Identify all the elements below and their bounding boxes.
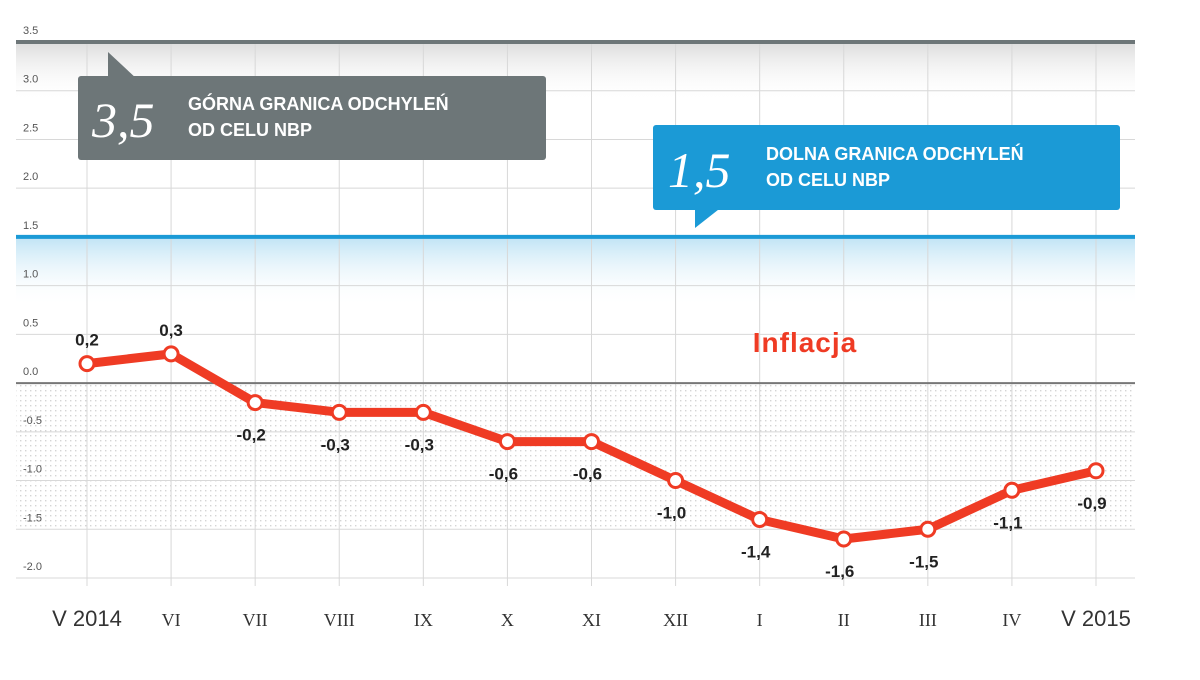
x-tick-label: VII — [243, 610, 268, 630]
lower-callout-text-line1: DOLNA GRANICA ODCHYLEŃ — [766, 143, 1024, 164]
data-label: -0,3 — [321, 435, 350, 454]
x-tick-label: V 2014 — [52, 606, 122, 631]
data-label: -0,6 — [573, 465, 602, 484]
x-tick-label: VI — [162, 610, 181, 630]
x-tick-label: V 2015 — [1061, 606, 1131, 631]
y-tick-label: 3.5 — [23, 25, 38, 37]
data-label: -0,2 — [237, 426, 266, 445]
upper-callout-text-line1: GÓRNA GRANICA ODCHYLEŃ — [188, 93, 449, 114]
y-tick-label: 1.5 — [23, 220, 38, 232]
y-tick-label: 2.0 — [23, 171, 38, 183]
data-label: -0,3 — [405, 435, 434, 454]
data-label: -1,5 — [909, 552, 938, 571]
x-tick-label: IV — [1002, 610, 1021, 630]
lower-callout-text-line2: OD CELU NBP — [766, 170, 890, 190]
upper-callout-number: 3,5 — [91, 92, 155, 148]
x-tick-label: II — [838, 610, 850, 630]
x-tick-label: X — [501, 610, 514, 630]
upper-callout-pointer — [108, 52, 138, 80]
data-point — [919, 520, 937, 538]
lower-limit-callout: 1,5 DOLNA GRANICA ODCHYLEŃ OD CELU NBP — [653, 125, 1120, 228]
data-label: -1,6 — [825, 562, 854, 581]
x-tick-label: IX — [414, 610, 433, 630]
data-point — [246, 394, 264, 412]
data-point — [751, 511, 769, 529]
y-tick-label: -0.5 — [23, 415, 42, 427]
data-point — [1003, 481, 1021, 499]
negative-zone-pattern — [16, 383, 1135, 530]
x-tick-label: XII — [663, 610, 688, 630]
data-point — [835, 530, 853, 548]
upper-callout-box — [78, 76, 546, 160]
data-point — [414, 403, 432, 421]
data-point — [1087, 462, 1105, 480]
series-title: Inflacja — [753, 327, 857, 358]
data-point — [498, 433, 516, 451]
y-tick-label: -2.0 — [23, 561, 42, 573]
lower-callout-pointer — [695, 206, 723, 228]
data-point — [583, 433, 600, 451]
y-tick-label: -1.0 — [23, 464, 42, 476]
lower-callout-number: 1,5 — [668, 142, 731, 198]
data-point — [667, 472, 685, 490]
data-point — [162, 345, 180, 363]
y-tick-label: 0.5 — [23, 317, 38, 329]
x-tick-label: XI — [582, 610, 601, 630]
y-tick-label: 1.0 — [23, 269, 38, 281]
data-point — [330, 403, 348, 421]
data-label: -0,9 — [1077, 494, 1106, 513]
data-point — [78, 355, 96, 373]
y-tick-label: 0.0 — [23, 366, 38, 378]
y-tick-label: 3.0 — [23, 74, 38, 86]
data-label: 0,2 — [75, 331, 99, 350]
x-tick-label: III — [919, 610, 937, 630]
y-tick-label: -1.5 — [23, 512, 42, 524]
upper-callout-text-line2: OD CELU NBP — [188, 120, 312, 140]
x-tick-label: I — [757, 610, 763, 630]
y-tick-label: 2.5 — [23, 122, 38, 134]
data-label: -1,0 — [657, 504, 686, 523]
data-label: 0,3 — [159, 321, 183, 340]
x-tick-label: VIII — [324, 610, 355, 630]
lower-band-shade — [16, 236, 1135, 307]
lower-callout-box — [653, 125, 1120, 210]
data-label: -1,4 — [741, 543, 771, 562]
upper-limit-callout: 3,5 GÓRNA GRANICA ODCHYLEŃ OD CELU NBP — [78, 52, 546, 160]
data-label: -1,1 — [993, 513, 1022, 532]
data-label: -0,6 — [489, 465, 518, 484]
